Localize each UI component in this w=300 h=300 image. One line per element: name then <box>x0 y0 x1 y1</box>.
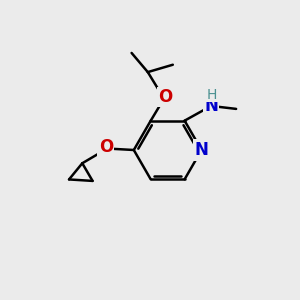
Text: N: N <box>195 141 208 159</box>
Text: O: O <box>158 88 172 106</box>
Text: O: O <box>99 138 113 156</box>
Text: H: H <box>206 88 217 102</box>
Text: N: N <box>204 97 218 115</box>
